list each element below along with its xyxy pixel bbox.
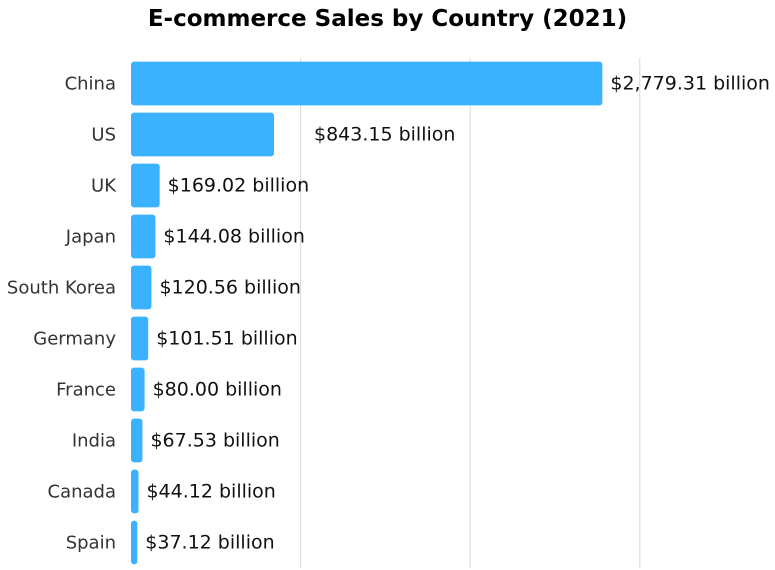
value-label-spain: $37.12 billion	[145, 532, 274, 554]
value-label-china: $2,779.31 billion	[610, 73, 770, 95]
bar-canada	[131, 469, 139, 514]
category-label-south-korea: South Korea	[7, 278, 116, 299]
category-label-canada: Canada	[48, 482, 117, 503]
gridlines	[300, 58, 641, 568]
category-labels: China US UK Japan South Korea Germany France In…	[7, 74, 117, 554]
bar-uk	[131, 163, 160, 208]
category-label-japan: Japan	[65, 227, 116, 248]
category-label-india: India	[72, 431, 116, 452]
category-label-germany: Germany	[33, 329, 116, 350]
chart-title: E-commerce Sales by Country (2021)	[147, 6, 628, 32]
bar-japan	[131, 214, 156, 259]
bar-south-korea	[131, 265, 152, 310]
value-labels: $2,779.31 billion $843.15 billion $169.02 …	[145, 73, 770, 554]
value-label-uk: $169.02 billion	[168, 175, 309, 197]
value-label-canada: $44.12 billion	[146, 481, 275, 503]
category-label-spain: Spain	[66, 533, 116, 554]
bars	[131, 61, 603, 565]
value-label-france: $80.00 billion	[153, 379, 282, 401]
bar-china	[131, 61, 603, 106]
value-label-south-korea: $120.56 billion	[159, 277, 300, 299]
value-label-india: $67.53 billion	[150, 430, 279, 452]
value-label-germany: $101.51 billion	[156, 328, 297, 350]
bar-us	[131, 112, 274, 157]
value-label-japan: $144.08 billion	[163, 226, 304, 248]
category-label-us: US	[91, 125, 116, 146]
bar-germany	[131, 316, 149, 361]
bar-india	[131, 418, 143, 463]
bar-spain	[131, 520, 138, 565]
category-label-france: France	[56, 380, 116, 401]
bar-france	[131, 367, 145, 412]
category-label-uk: UK	[91, 176, 117, 197]
category-label-china: China	[65, 74, 116, 95]
value-label-us: $843.15 billion	[314, 124, 455, 146]
